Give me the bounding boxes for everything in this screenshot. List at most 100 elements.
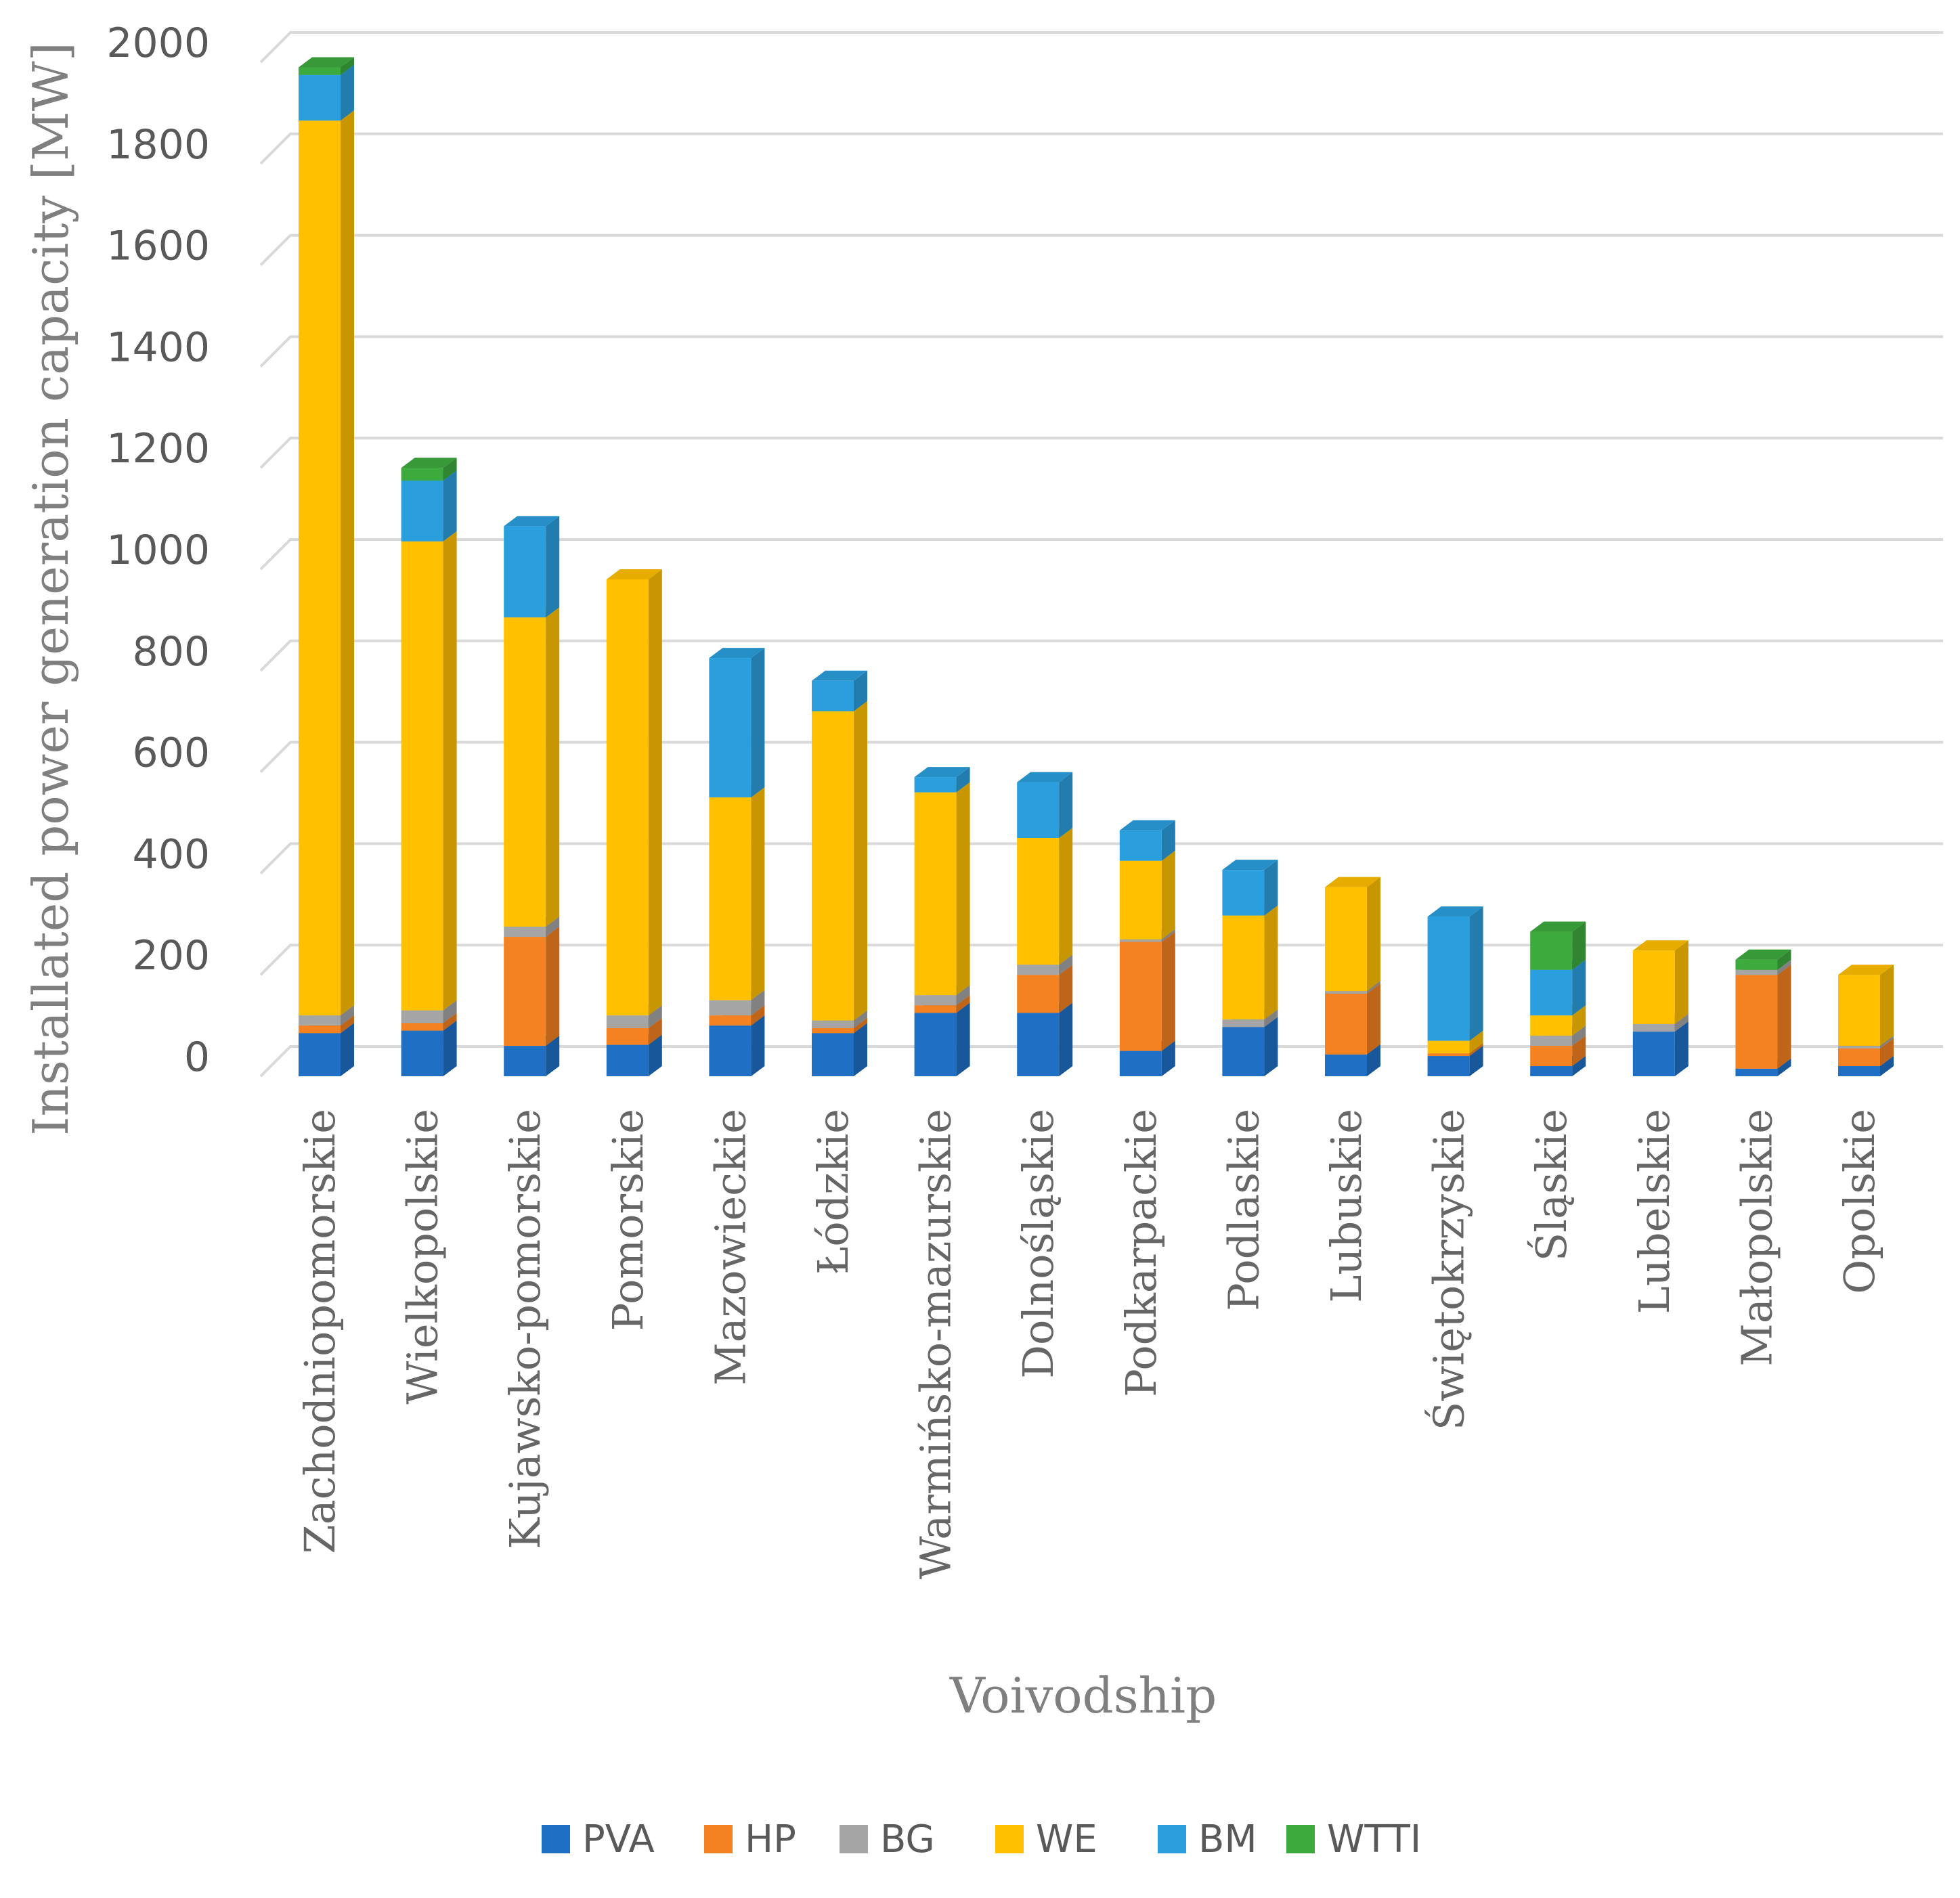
bar-front — [914, 777, 957, 793]
bar-side — [1777, 949, 1791, 970]
bar-front — [1222, 1027, 1265, 1076]
bar-stack — [1119, 820, 1175, 1076]
y-tick-label: 200 — [132, 932, 210, 979]
bar-side — [1264, 1017, 1278, 1076]
x-category-label: Dolnośląskie — [1014, 1109, 1063, 1379]
bar-side — [341, 64, 354, 121]
bar-front — [914, 1013, 957, 1076]
bar-front — [1632, 1032, 1675, 1076]
bar-top — [401, 458, 457, 468]
bar-stack — [1325, 877, 1380, 1076]
legend-swatch — [542, 1825, 570, 1853]
bar-segment-bm — [1119, 820, 1175, 861]
bar-front — [914, 792, 957, 996]
bar-side — [1777, 959, 1791, 975]
bar-side — [546, 917, 560, 937]
bar-front — [709, 1015, 752, 1026]
bar-side — [1059, 954, 1073, 975]
bar-front — [1838, 1066, 1880, 1076]
x-category-label: Małopolskie — [1732, 1109, 1781, 1367]
x-axis-category-labels: Zachodniopomorskie Wielkopolskie Kujawsko-… — [295, 1109, 1884, 1579]
bar-segment-wtti — [1735, 949, 1791, 970]
bar-top — [606, 569, 662, 579]
bar-top — [1325, 877, 1380, 887]
bar-front — [1427, 1053, 1470, 1057]
bar-front — [1325, 887, 1367, 992]
bar-side — [1161, 929, 1175, 942]
bar-top — [1119, 820, 1175, 831]
bar-side — [1572, 1056, 1586, 1076]
bar-stack — [1222, 860, 1278, 1076]
bar-side — [443, 470, 457, 542]
bar-segment-wtti — [1530, 921, 1586, 970]
legend-swatch — [1286, 1825, 1315, 1853]
x-category-label: Lubelskie — [1630, 1109, 1679, 1314]
bar-side — [956, 767, 970, 793]
bar-front — [504, 617, 546, 927]
bar-side — [648, 569, 662, 1016]
bar-front — [299, 1025, 341, 1034]
legend-item-pva: PVA — [542, 1817, 655, 1861]
legend-label: HP — [745, 1817, 796, 1861]
y-tick-label: 1800 — [106, 121, 210, 169]
bar-segment-pva — [914, 1002, 970, 1076]
bar-stack — [401, 458, 457, 1076]
bar-top — [1838, 965, 1894, 975]
bar-segment-wtti — [299, 57, 354, 75]
bar-top — [1427, 906, 1483, 917]
x-category-label: Podkarpackie — [1116, 1109, 1166, 1397]
bar-side — [751, 1015, 765, 1076]
bar-front — [606, 1044, 649, 1076]
legend-label: BM — [1198, 1817, 1257, 1861]
bar-front — [299, 1033, 341, 1076]
bar-side — [751, 787, 765, 1000]
bar-front — [914, 1005, 957, 1013]
gridlines — [259, 31, 1943, 1078]
bar-top — [1017, 772, 1073, 782]
y-tick-label: 1200 — [106, 425, 210, 472]
bar-side — [1572, 959, 1586, 1016]
bar-front — [812, 1020, 854, 1028]
bar-front — [1838, 1048, 1880, 1067]
bar-side — [1264, 860, 1278, 916]
bar-front — [1530, 931, 1573, 970]
bar-side — [956, 782, 970, 996]
bar-stack — [914, 767, 970, 1076]
bar-front — [1222, 915, 1265, 1020]
bar-segment-bm — [1222, 860, 1278, 916]
bar-top — [914, 767, 970, 778]
bar-stack — [1632, 940, 1689, 1076]
bar-side — [1367, 1044, 1380, 1076]
bar-segment-hp — [1119, 931, 1175, 1051]
bar-front — [401, 1010, 443, 1023]
bar-segment-hp — [1735, 965, 1791, 1069]
bar-side — [443, 1000, 457, 1023]
bar-front — [1017, 965, 1060, 975]
bar-segment-we — [709, 787, 765, 1000]
y-tick-label: 0 — [184, 1034, 210, 1081]
bar-side — [956, 1002, 970, 1076]
gridline — [259, 639, 1943, 672]
bar-front — [709, 1025, 752, 1076]
bar-segment-bm — [1427, 906, 1483, 1041]
bar-front — [1427, 1040, 1470, 1054]
bar-side — [956, 995, 970, 1013]
x-category-label: Lubuskie — [1322, 1109, 1371, 1303]
x-category-label: Mazowieckie — [705, 1109, 755, 1386]
bar-front — [1735, 1068, 1778, 1076]
bar-segment-hp — [504, 927, 560, 1046]
bar-front — [1632, 1023, 1675, 1032]
bar-side — [854, 1023, 867, 1076]
bar-segment-we — [1325, 877, 1380, 992]
bar-side — [956, 985, 970, 1006]
gridline — [259, 944, 1943, 976]
bar-top — [504, 516, 560, 527]
bar-front — [1530, 969, 1573, 1016]
x-category-label: Kujawsko-pomorskie — [500, 1109, 550, 1549]
bar-side — [1777, 965, 1791, 1069]
bar-front — [1119, 830, 1162, 861]
bar-side — [1367, 877, 1380, 992]
bar-side — [1674, 940, 1689, 1024]
bar-front — [1530, 1036, 1573, 1046]
